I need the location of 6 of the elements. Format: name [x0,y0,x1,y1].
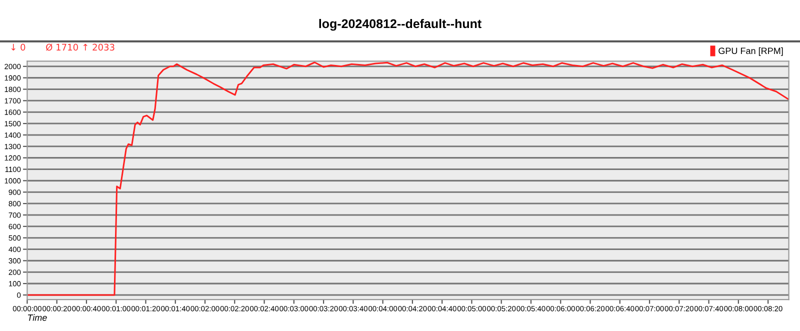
text: ↓ 0 [11,44,26,51]
legend-label: GPU Fan [RPM] [718,47,783,56]
x-axis-title: Time [28,314,47,321]
text: Ø 1710 [46,44,78,51]
chart-title: log-20240812--default--hunt [319,18,482,31]
text: ↑ 2033 [83,44,114,51]
